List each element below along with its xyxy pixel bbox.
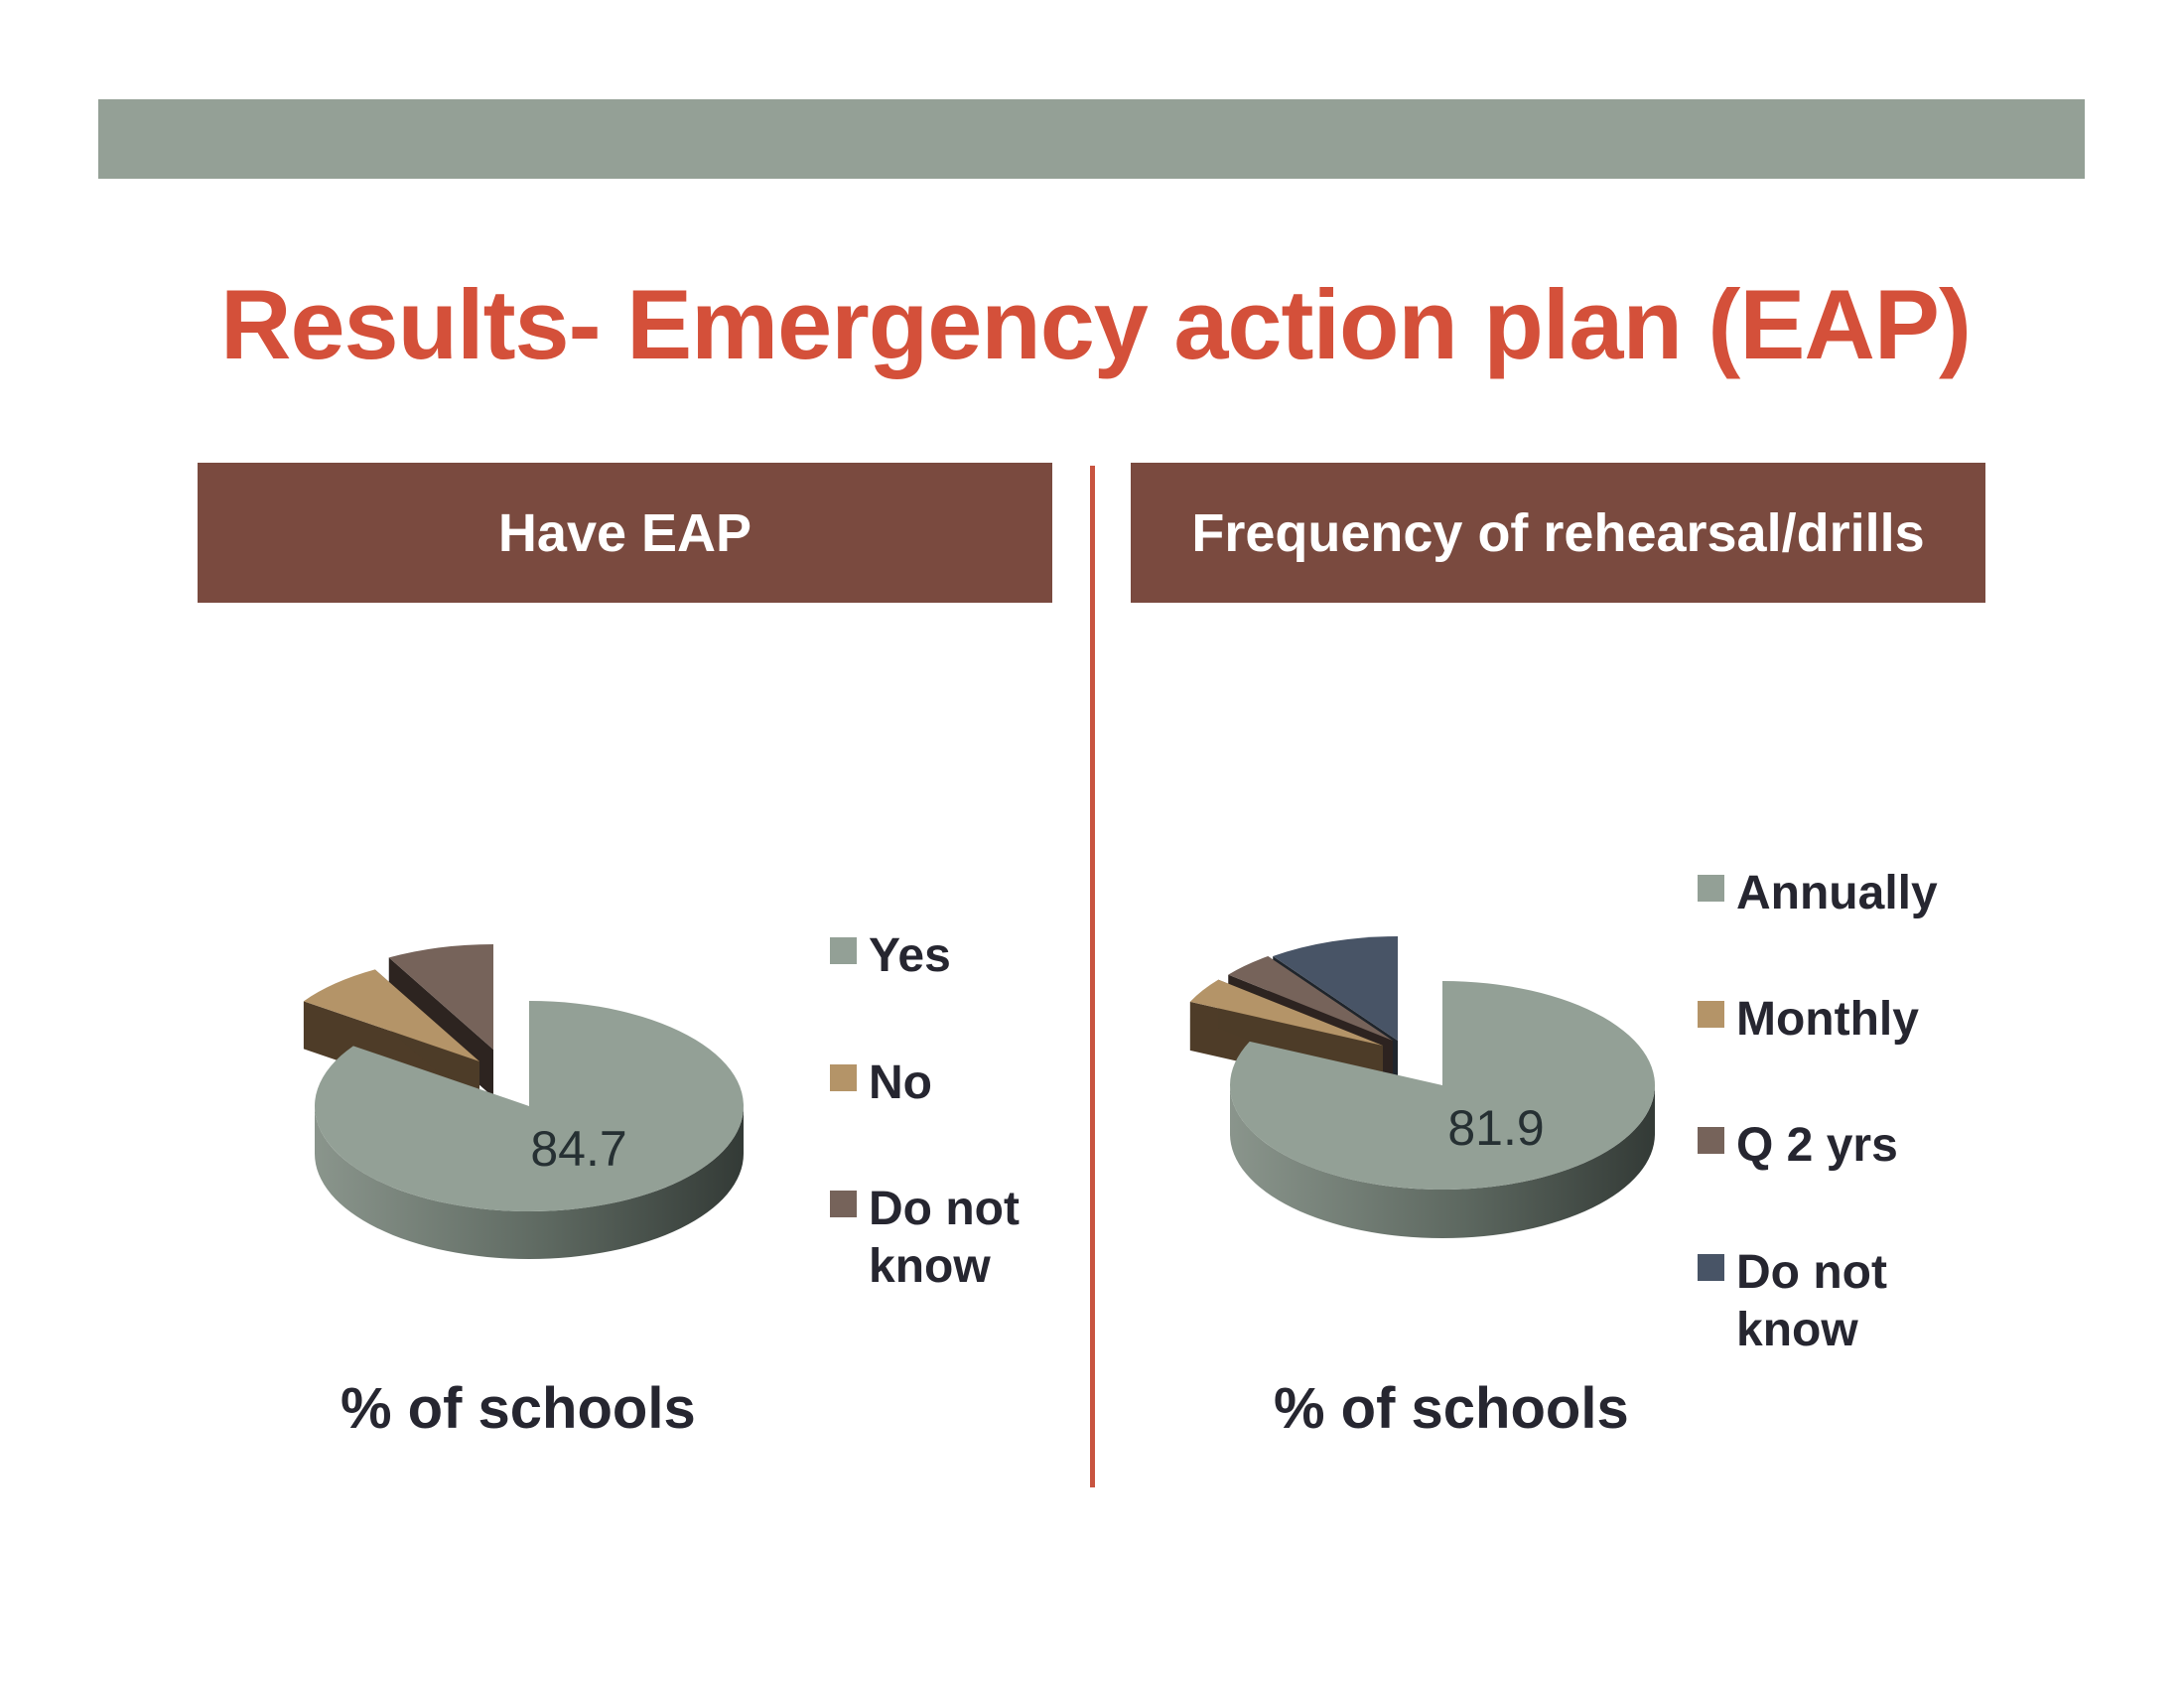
- legend-item-no: No: [830, 1055, 932, 1112]
- pie-data-label: 84.7: [530, 1121, 626, 1177]
- pie-slice-annually: [1230, 981, 1655, 1238]
- pie-chart-frequency: 81.9: [1189, 936, 1655, 1238]
- legend-item-do-not-know: Do not know: [830, 1181, 1047, 1296]
- legend-item-q-2-yrs: Q 2 yrs: [1698, 1117, 1898, 1175]
- axis-caption-frequency: % of schools: [1274, 1376, 1629, 1441]
- legend-item-yes: Yes: [830, 927, 951, 985]
- panel-divider: [1090, 466, 1095, 1487]
- legend-swatch: [830, 1064, 857, 1091]
- panel-header-label: Frequency of rehearsal/drills: [1191, 502, 1925, 563]
- legend-swatch: [1698, 1254, 1724, 1281]
- pie-data-label: 81.9: [1447, 1100, 1544, 1156]
- pie-chart-have-eap: 84.7: [303, 943, 744, 1259]
- panel-header-have-eap: Have EAP: [198, 463, 1052, 603]
- legend-item-monthly: Monthly: [1698, 991, 1919, 1049]
- panel-header-frequency: Frequency of rehearsal/drills: [1131, 463, 1985, 603]
- panel-header-label: Have EAP: [497, 502, 752, 563]
- legend-swatch: [830, 937, 857, 964]
- pie-slice-yes: [314, 1001, 744, 1259]
- legend-item-annually: Annually: [1698, 865, 1938, 922]
- axis-caption-have-eap: % of schools: [341, 1376, 696, 1441]
- legend-swatch: [1698, 875, 1724, 902]
- top-banner-bar: [98, 99, 2085, 179]
- legend-swatch: [1698, 1001, 1724, 1028]
- legend-swatch: [1698, 1127, 1724, 1154]
- legend-swatch: [830, 1191, 857, 1217]
- legend-item-do-not-know: Do not know: [1698, 1244, 1915, 1359]
- slide-title: Results- Emergency action plan (EAP): [220, 269, 1972, 379]
